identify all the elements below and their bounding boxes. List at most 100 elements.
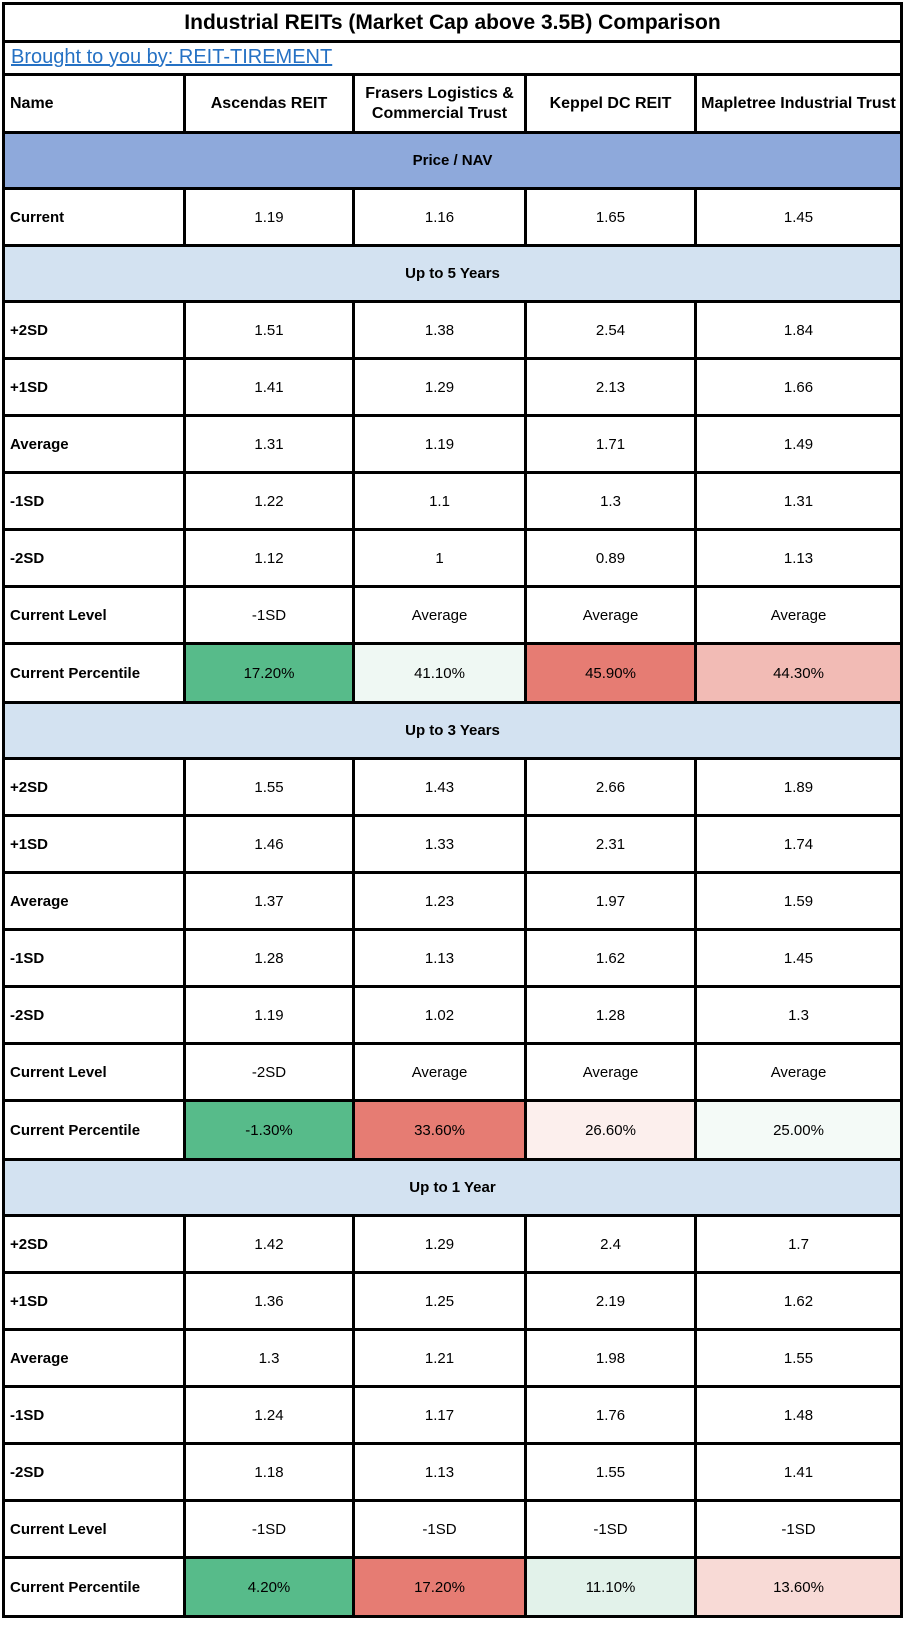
value-cell: 2.13 [524, 357, 697, 417]
value-cell: -1SD [352, 1499, 527, 1559]
table-row-current-level: Current Level -1SD -1SD -1SD -1SD [2, 1499, 903, 1559]
row-label: +1SD [2, 1271, 186, 1331]
column-header-mapletree-industrial-trust: Mapletree Industrial Trust [694, 73, 903, 134]
column-header-ascendas-reit: Ascendas REIT [183, 73, 355, 134]
table-row-2sd: +2SD 1.51 1.38 2.54 1.84 [2, 300, 903, 360]
row-label: Current [2, 187, 186, 247]
table-row-2sd: +2SD 1.55 1.43 2.66 1.89 [2, 757, 903, 817]
row-label: +1SD [2, 357, 186, 417]
value-cell: Average [524, 585, 697, 645]
row-label: Current Level [2, 1042, 186, 1102]
column-header-name: Name [2, 73, 186, 134]
value-cell: 1.43 [352, 757, 527, 817]
section-heading-row: Up to 1 Year [2, 1158, 903, 1217]
value-cell: 1.13 [694, 528, 903, 588]
value-cell: 1.62 [694, 1271, 903, 1331]
section-heading-row: Up to 3 Years [2, 701, 903, 760]
value-cell: 1.02 [352, 985, 527, 1045]
row-label: +2SD [2, 300, 186, 360]
value-cell: Average [694, 585, 903, 645]
row-label: Average [2, 871, 186, 931]
table-row-1sd: -1SD 1.28 1.13 1.62 1.45 [2, 928, 903, 988]
value-cell: 1.89 [694, 757, 903, 817]
table-row-average: Average 1.31 1.19 1.71 1.49 [2, 414, 903, 474]
table-row-current-level: Current Level -2SD Average Average Average [2, 1042, 903, 1102]
percentile-cell: 26.60% [524, 1099, 697, 1161]
value-cell: 2.19 [524, 1271, 697, 1331]
section-heading-price-nav: Price / NAV [2, 131, 903, 190]
table-row-1sd: -1SD 1.22 1.1 1.3 1.31 [2, 471, 903, 531]
table-row-current-percentile: Current Percentile 17.20% 41.10% 45.90% 44.3… [2, 642, 903, 704]
value-cell: 1.65 [524, 187, 697, 247]
row-label: -1SD [2, 1385, 186, 1445]
value-cell: Average [352, 1042, 527, 1102]
value-cell: 1.62 [524, 928, 697, 988]
value-cell: 1.38 [352, 300, 527, 360]
value-cell: -2SD [183, 1042, 355, 1102]
table-row-current-percentile: Current Percentile -1.30% 33.60% 26.60% 25.0… [2, 1099, 903, 1161]
value-cell: 2.31 [524, 814, 697, 874]
value-cell: 1.55 [694, 1328, 903, 1388]
value-cell: 1.55 [183, 757, 355, 817]
value-cell: 1.28 [183, 928, 355, 988]
row-label: -2SD [2, 1442, 186, 1502]
value-cell: 1.3 [694, 985, 903, 1045]
value-cell: 1.45 [694, 928, 903, 988]
value-cell: Average [352, 585, 527, 645]
value-cell: 1.76 [524, 1385, 697, 1445]
row-label: Average [2, 414, 186, 474]
value-cell: 1.12 [183, 528, 355, 588]
value-cell: 1.97 [524, 871, 697, 931]
section-heading-up-to-5-years: Up to 5 Years [2, 244, 903, 303]
row-label: Average [2, 1328, 186, 1388]
row-label: -2SD [2, 528, 186, 588]
value-cell: 1.13 [352, 1442, 527, 1502]
value-cell: 1.3 [524, 471, 697, 531]
row-label: Current Level [2, 1499, 186, 1559]
value-cell: 1.48 [694, 1385, 903, 1445]
value-cell: 2.66 [524, 757, 697, 817]
value-cell: 1.41 [183, 357, 355, 417]
percentile-cell: -1.30% [183, 1099, 355, 1161]
value-cell: 1.55 [524, 1442, 697, 1502]
value-cell: 1.29 [352, 357, 527, 417]
table-row-1sd: -1SD 1.24 1.17 1.76 1.48 [2, 1385, 903, 1445]
percentile-cell: 33.60% [352, 1099, 527, 1161]
row-label: -1SD [2, 928, 186, 988]
table-row-current-percentile: Current Percentile 4.20% 17.20% 11.10% 13.60… [2, 1556, 903, 1618]
column-header-keppel-dc-reit: Keppel DC REIT [524, 73, 697, 134]
value-cell: 1.7 [694, 1214, 903, 1274]
value-cell: 1.49 [694, 414, 903, 474]
table-row-2sd: -2SD 1.12 1 0.89 1.13 [2, 528, 903, 588]
table-row-average: Average 1.37 1.23 1.97 1.59 [2, 871, 903, 931]
column-header-frasers-logistics-commercial-trust: Frasers Logistics & Commercial Trust [352, 73, 527, 134]
value-cell: 1.23 [352, 871, 527, 931]
page-title: Industrial REITs (Market Cap above 3.5B)… [2, 2, 903, 43]
table-row-current-level: Current Level -1SD Average Average Average [2, 585, 903, 645]
percentile-cell: 17.20% [352, 1556, 527, 1618]
value-cell: 1.42 [183, 1214, 355, 1274]
section-heading-row: Price / NAV [2, 131, 903, 190]
value-cell: 1.28 [524, 985, 697, 1045]
table-row-1sd: +1SD 1.46 1.33 2.31 1.74 [2, 814, 903, 874]
row-label: -1SD [2, 471, 186, 531]
reit-tirement-link[interactable]: Brought to you by: REIT-TIREMENT [11, 45, 333, 68]
value-cell: 1.21 [352, 1328, 527, 1388]
value-cell: 1 [352, 528, 527, 588]
value-cell: 1.24 [183, 1385, 355, 1445]
value-cell: 2.4 [524, 1214, 697, 1274]
value-cell: 1.45 [694, 187, 903, 247]
value-cell: Average [524, 1042, 697, 1102]
table-row-average: Average 1.3 1.21 1.98 1.55 [2, 1328, 903, 1388]
row-label: +2SD [2, 757, 186, 817]
value-cell: -1SD [524, 1499, 697, 1559]
section-heading-row: Up to 5 Years [2, 244, 903, 303]
percentile-cell: 11.10% [524, 1556, 697, 1618]
value-cell: 1.22 [183, 471, 355, 531]
section-heading-up-to-3-years: Up to 3 Years [2, 701, 903, 760]
value-cell: 1.1 [352, 471, 527, 531]
value-cell: 1.59 [694, 871, 903, 931]
title-row: Industrial REITs (Market Cap above 3.5B)… [2, 2, 903, 43]
row-label: Current Percentile [2, 1099, 186, 1161]
value-cell: 1.66 [694, 357, 903, 417]
